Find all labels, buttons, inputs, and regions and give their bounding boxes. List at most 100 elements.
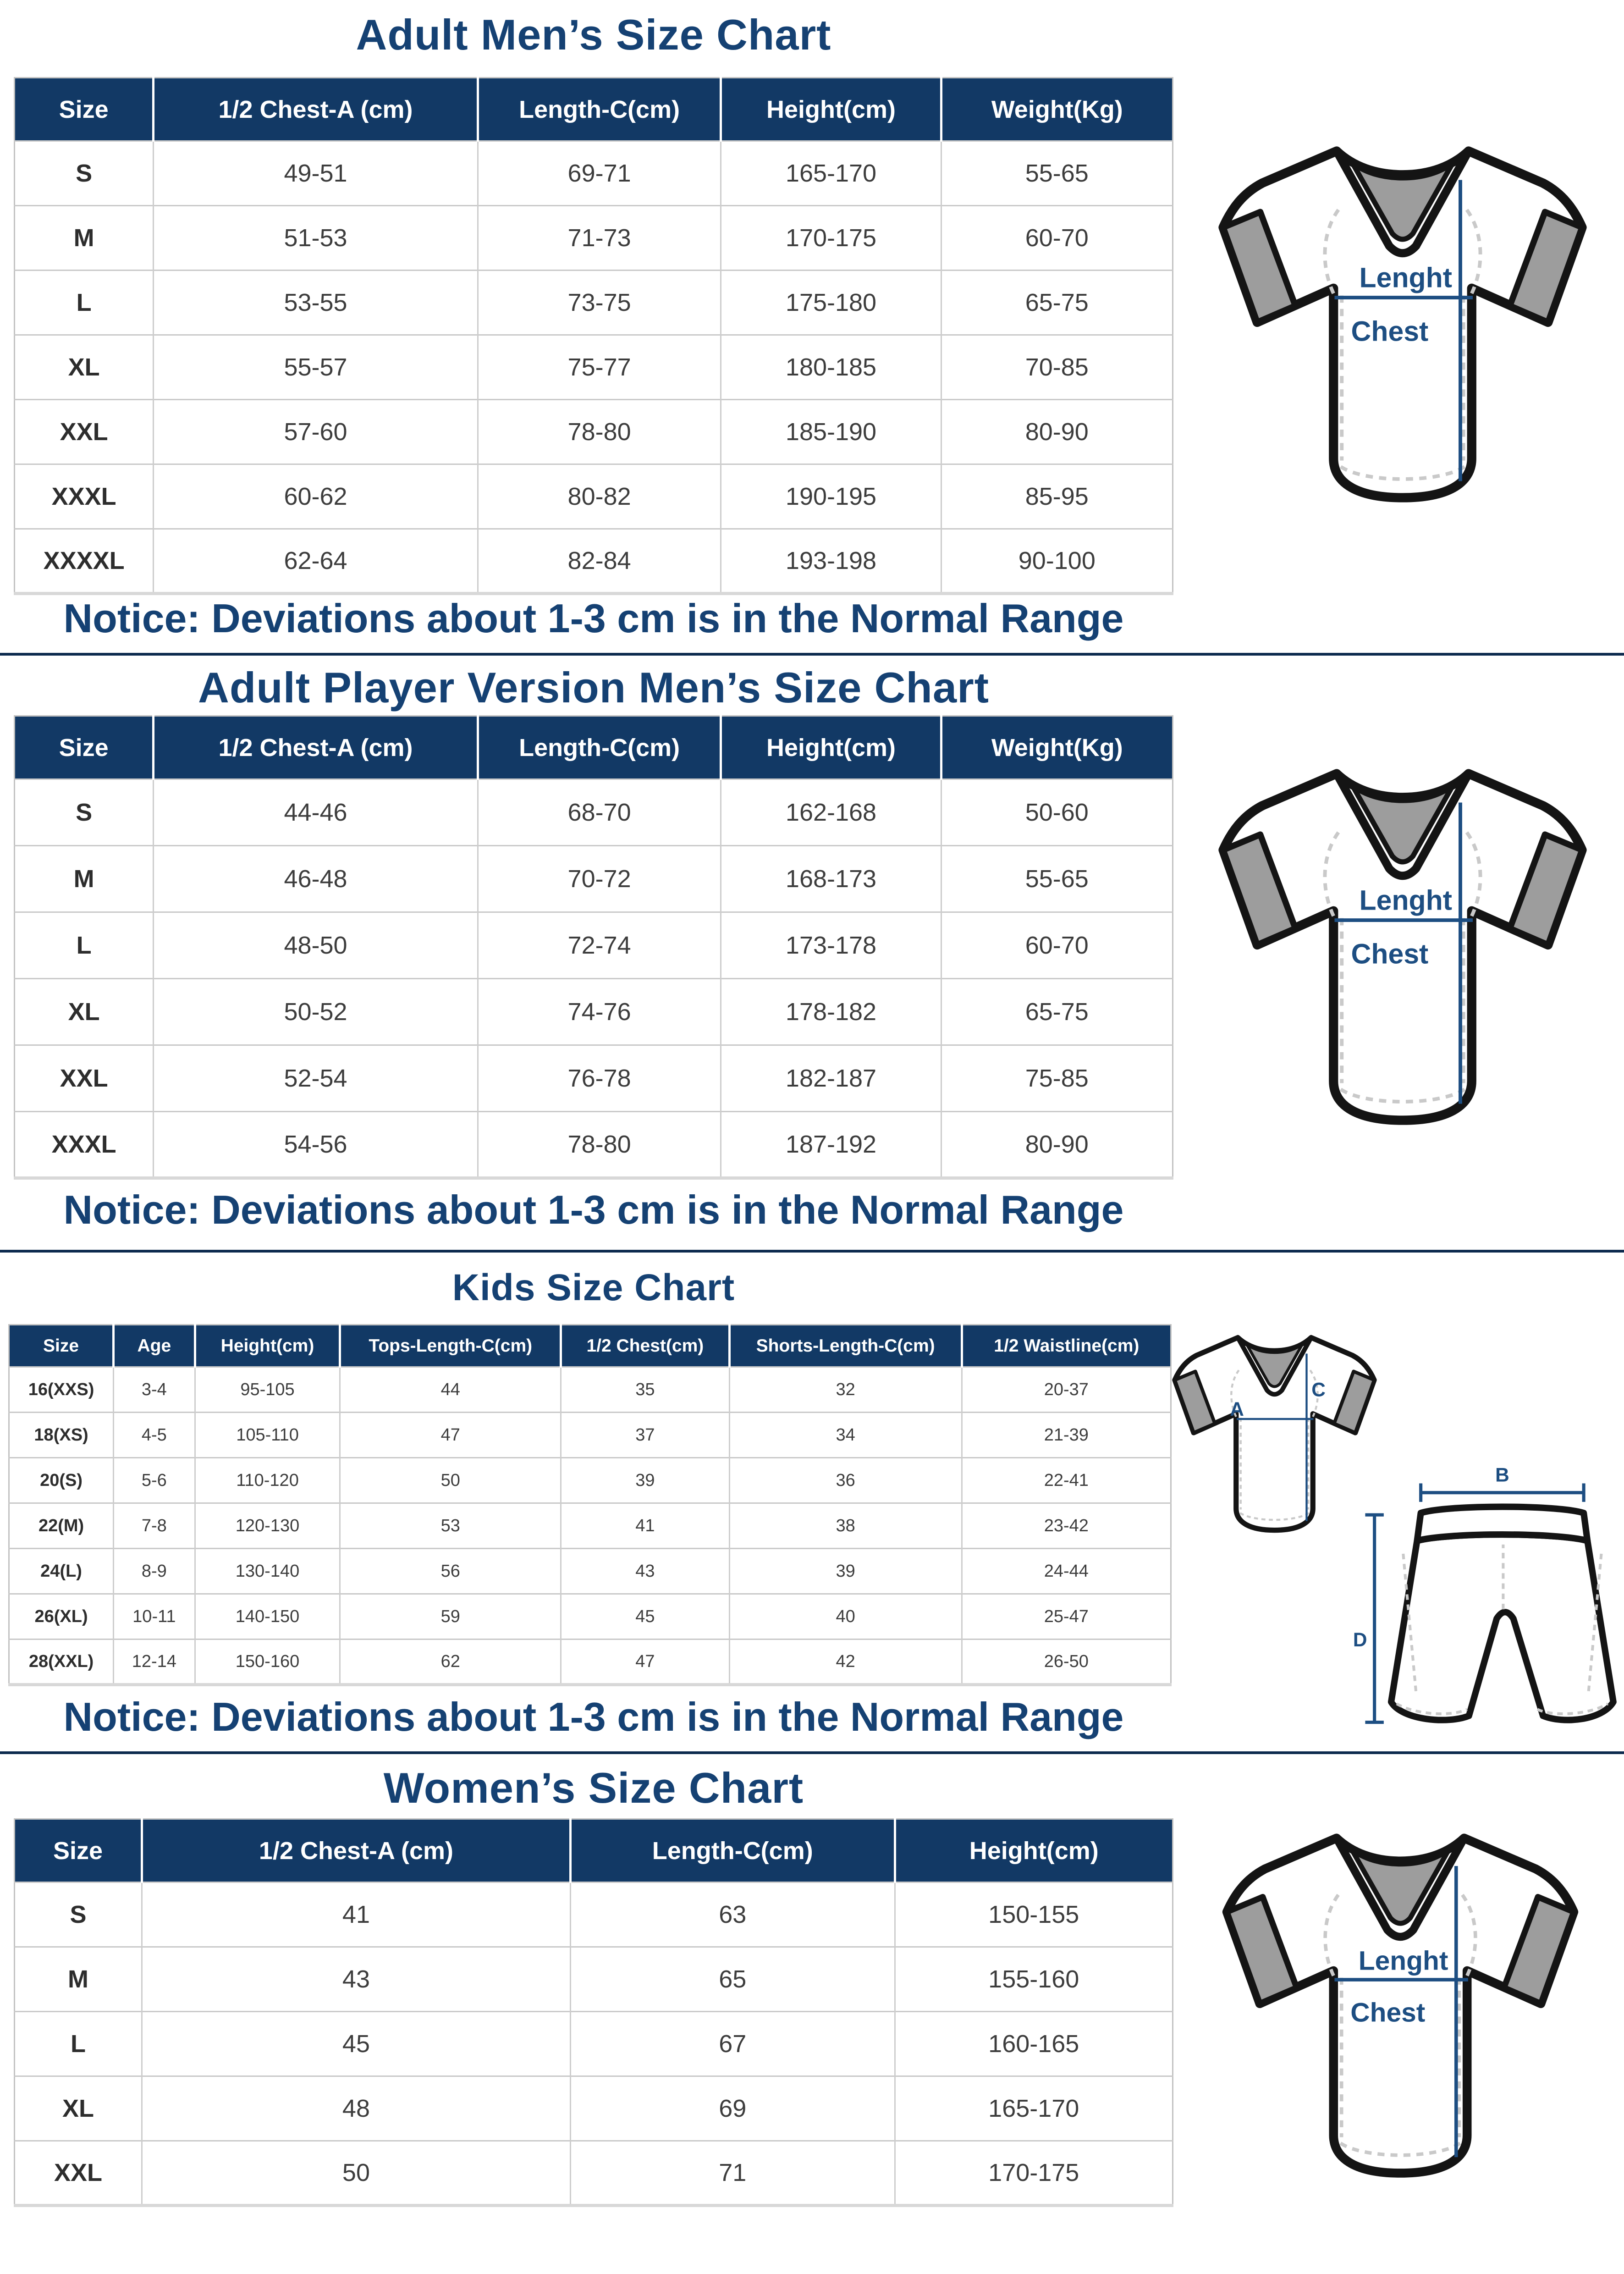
value-cell: 80-82	[478, 464, 722, 529]
size-cell: M	[14, 205, 154, 270]
value-cell: 193-198	[721, 528, 942, 594]
size-cell: M	[14, 1946, 143, 2012]
tshirt-illustration-womens: Lenght Chest	[1201, 1808, 1600, 2219]
value-cell: 35	[561, 1366, 730, 1413]
table-row: S 44-46 68-70 162-168 50-60	[14, 778, 1173, 846]
value-cell: 32	[729, 1366, 963, 1413]
size-cell: L	[14, 2011, 143, 2076]
size-cell: L	[14, 270, 154, 335]
column-header: 1/2 Waistline(cm)	[962, 1325, 1171, 1367]
value-cell: 50	[340, 1457, 562, 1503]
value-cell: 8-9	[113, 1548, 196, 1594]
length-label: Lenght	[1360, 262, 1452, 293]
table-row: L 48-50 72-74 173-178 60-70	[14, 911, 1173, 979]
size-table-womens: Size 1/2 Chest-A (cm) Length-C(cm) Height(c…	[14, 1818, 1173, 2207]
table-row: 16(XXS) 3-4 95-105 44 35 32 20-37	[9, 1366, 1171, 1413]
table-row: XL 50-52 74-76 178-182 65-75	[14, 978, 1173, 1045]
size-table-adult-player: Size 1/2 Chest-A (cm) Length-C(cm) Height(c…	[14, 715, 1173, 1180]
value-cell: 187-192	[721, 1111, 942, 1178]
column-header: Size	[9, 1325, 115, 1367]
value-cell: 173-178	[721, 911, 942, 979]
value-cell: 56	[340, 1548, 562, 1594]
value-cell: 165-170	[721, 140, 942, 206]
column-header: Weight(Kg)	[941, 716, 1173, 779]
value-cell: 70-72	[478, 845, 722, 912]
value-cell: 62-64	[153, 528, 479, 594]
tshirt-illustration-adult-mens: Lenght Chest	[1196, 120, 1609, 545]
value-cell: 85-95	[941, 464, 1173, 529]
value-cell: 37	[561, 1412, 730, 1458]
value-cell: 69-71	[478, 140, 722, 206]
notice-kids: Notice: Deviations about 1-3 cm is in th…	[63, 1694, 1124, 1739]
section-title-adult-mens: Adult Men’s Size Chart	[356, 11, 831, 59]
section-title-kids: Kids Size Chart	[452, 1267, 735, 1308]
column-header: Shorts-Length-C(cm)	[729, 1325, 963, 1367]
table-row: XXL 57-60 78-80 185-190 80-90	[14, 399, 1173, 464]
table-row: S 41 63 150-155	[14, 1882, 1173, 1947]
value-cell: 71	[570, 2140, 896, 2206]
column-header: Weight(Kg)	[941, 77, 1173, 141]
length-letter-label: C	[1311, 1379, 1326, 1401]
column-header: 1/2 Chest(cm)	[561, 1325, 731, 1367]
size-cell: XL	[14, 334, 154, 400]
size-cell: S	[14, 140, 154, 206]
value-cell: 10-11	[113, 1593, 196, 1639]
value-cell: 47	[340, 1412, 562, 1458]
table-row: XXL 52-54 76-78 182-187 75-85	[14, 1044, 1173, 1112]
value-cell: 162-168	[721, 778, 942, 846]
column-header: Size	[14, 716, 155, 779]
value-cell: 70-85	[941, 334, 1173, 400]
chest-label: Chest	[1350, 1998, 1425, 2027]
value-cell: 55-65	[941, 140, 1173, 206]
size-cell: 20(S)	[9, 1457, 115, 1503]
value-cell: 60-62	[153, 464, 479, 529]
table-row: XXXL 54-56 78-80 187-192 80-90	[14, 1111, 1173, 1178]
value-cell: 185-190	[721, 399, 942, 464]
value-cell: 41	[561, 1502, 730, 1549]
value-cell: 182-187	[721, 1044, 942, 1112]
size-cell: XXXXL	[14, 528, 154, 594]
size-cell: XXL	[14, 2140, 143, 2206]
column-header: 1/2 Chest-A (cm)	[142, 1819, 572, 1882]
table-row: L 53-55 73-75 175-180 65-75	[14, 270, 1173, 335]
value-cell: 78-80	[478, 1111, 722, 1178]
value-cell: 78-80	[478, 399, 722, 464]
value-cell: 62	[340, 1639, 562, 1685]
table-row: M 43 65 155-160	[14, 1946, 1173, 2012]
value-cell: 50	[142, 2140, 571, 2206]
value-cell: 45	[561, 1593, 730, 1639]
value-cell: 80-90	[941, 399, 1173, 464]
value-cell: 23-42	[962, 1502, 1171, 1549]
value-cell: 150-155	[895, 1882, 1173, 1947]
column-header: Length-C(cm)	[570, 1819, 896, 1882]
table-row: XXXXL 62-64 82-84 193-198 90-100	[14, 528, 1173, 594]
size-cell: S	[14, 1882, 143, 1947]
value-cell: 75-85	[941, 1044, 1173, 1112]
column-header: Size	[14, 77, 155, 141]
notice-adult-mens: Notice: Deviations about 1-3 cm is in th…	[63, 596, 1124, 641]
column-header: Length-C(cm)	[478, 77, 722, 141]
header-row: Size Age Height(cm) Tops-Length-C(cm) 1/2 Ch…	[9, 1325, 1171, 1367]
value-cell: 25-47	[962, 1593, 1171, 1639]
column-header: Height(cm)	[195, 1325, 341, 1367]
tshirt-illustration-adult-player: Lenght Chest	[1196, 743, 1609, 1168]
section-divider	[0, 1250, 1624, 1253]
size-cell: XXXL	[14, 464, 154, 529]
section-divider	[0, 1751, 1624, 1754]
value-cell: 38	[729, 1502, 963, 1549]
value-cell: 52-54	[153, 1044, 479, 1112]
column-header: Height(cm)	[895, 1819, 1173, 1882]
value-cell: 48-50	[153, 911, 479, 979]
table-row: 18(XS) 4-5 105-110 47 37 34 21-39	[9, 1412, 1171, 1458]
chest-letter-label: A	[1230, 1398, 1244, 1420]
section-title-womens: Women’s Size Chart	[383, 1764, 804, 1812]
table-row: L 45 67 160-165	[14, 2011, 1173, 2076]
value-cell: 44	[340, 1366, 562, 1413]
section-title-adult-player: Adult Player Version Men’s Size Chart	[198, 663, 990, 712]
column-header: Tops-Length-C(cm)	[340, 1325, 562, 1367]
value-cell: 60-70	[941, 911, 1173, 979]
value-cell: 7-8	[113, 1502, 196, 1549]
column-header: Size	[14, 1819, 143, 1882]
table-row: 26(XL) 10-11 140-150 59 45 40 25-47	[9, 1593, 1171, 1639]
